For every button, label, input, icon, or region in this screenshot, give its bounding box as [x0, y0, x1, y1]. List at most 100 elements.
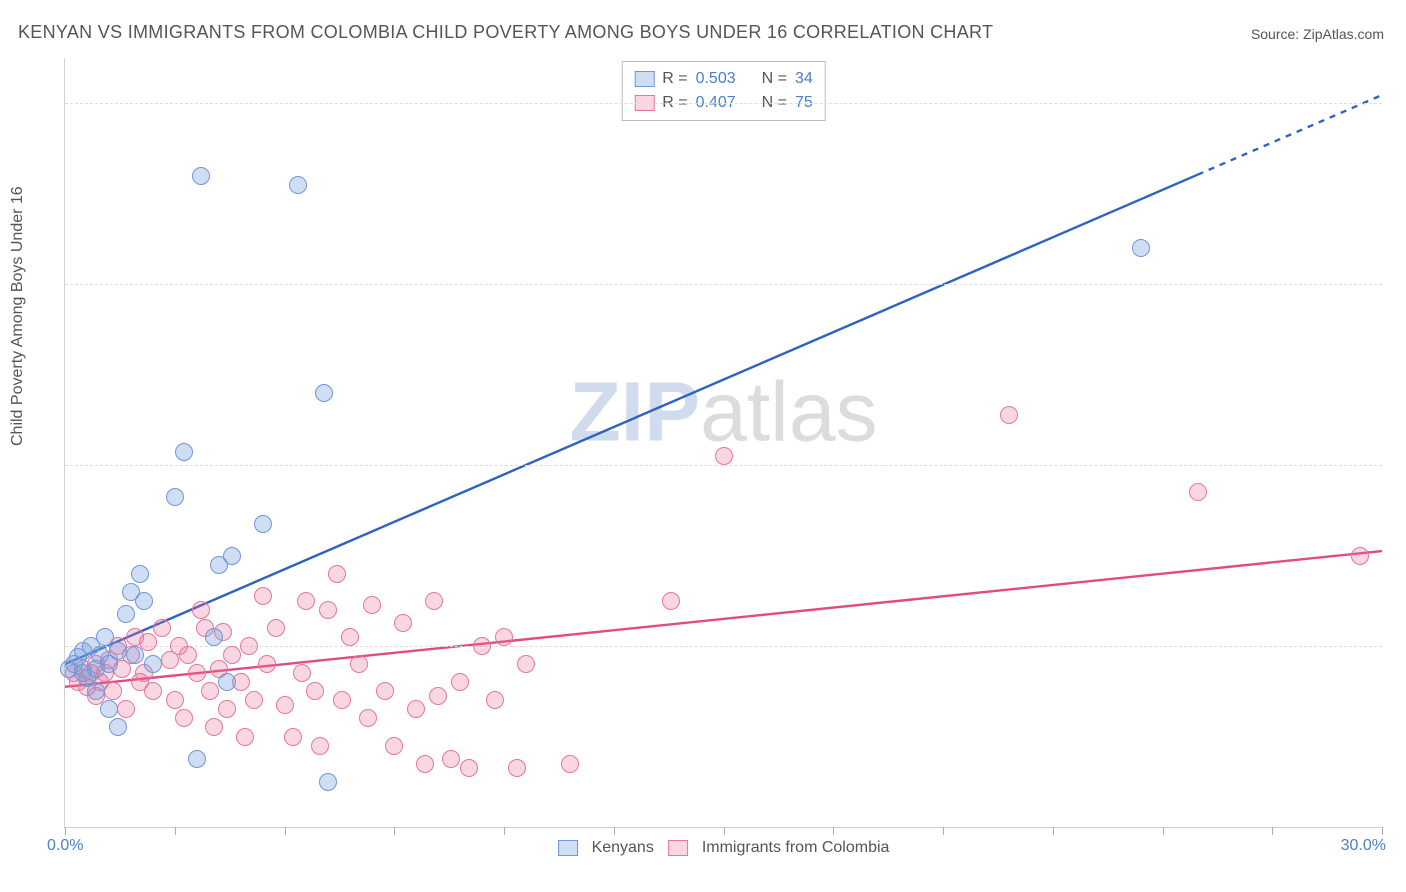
- scatter-point-colombia: [376, 682, 394, 700]
- scatter-point-colombia: [192, 601, 210, 619]
- stat-r-label: R =: [662, 67, 687, 91]
- scatter-point-kenyans: [205, 628, 223, 646]
- scatter-point-kenyans: [188, 750, 206, 768]
- scatter-point-colombia: [153, 619, 171, 637]
- scatter-point-colombia: [319, 601, 337, 619]
- scatter-point-kenyans: [192, 167, 210, 185]
- scatter-point-kenyans: [289, 176, 307, 194]
- scatter-point-colombia: [223, 646, 241, 664]
- chart-title: KENYAN VS IMMIGRANTS FROM COLOMBIA CHILD…: [18, 22, 993, 43]
- scatter-point-colombia: [254, 587, 272, 605]
- x-minor-tick: [1272, 827, 1273, 835]
- swatch-kenyans: [634, 71, 654, 87]
- scatter-point-colombia: [473, 637, 491, 655]
- x-minor-tick: [1382, 827, 1383, 835]
- scatter-point-colombia: [451, 673, 469, 691]
- scatter-point-kenyans: [126, 646, 144, 664]
- swatch-colombia: [668, 840, 688, 856]
- scatter-point-kenyans: [1132, 239, 1150, 257]
- scatter-point-kenyans: [319, 773, 337, 791]
- watermark-light: atlas: [700, 364, 877, 458]
- trend-line: [65, 175, 1198, 664]
- scatter-point-colombia: [363, 596, 381, 614]
- scatter-point-kenyans: [109, 718, 127, 736]
- gridline-h: [65, 646, 1382, 647]
- scatter-point-colombia: [188, 664, 206, 682]
- source-link[interactable]: ZipAtlas.com: [1303, 26, 1384, 42]
- watermark: ZIPatlas: [569, 363, 877, 460]
- x-minor-tick: [65, 827, 66, 835]
- scatter-point-colombia: [460, 759, 478, 777]
- scatter-point-colombia: [117, 700, 135, 718]
- gridline-h: [65, 103, 1382, 104]
- scatter-point-kenyans: [315, 384, 333, 402]
- legend-row-kenyans: R = 0.503 N = 34: [634, 67, 813, 91]
- scatter-point-kenyans: [131, 565, 149, 583]
- scatter-point-colombia: [240, 637, 258, 655]
- source-prefix: Source:: [1251, 26, 1303, 42]
- scatter-point-colombia: [416, 755, 434, 773]
- correlation-legend: R = 0.503 N = 34 R = 0.407 N = 75: [621, 61, 826, 121]
- scatter-point-colombia: [201, 682, 219, 700]
- scatter-point-kenyans: [254, 515, 272, 533]
- scatter-point-colombia: [179, 646, 197, 664]
- scatter-point-colombia: [1351, 547, 1369, 565]
- x-tick-start: 0.0%: [47, 837, 83, 855]
- x-minor-tick: [614, 827, 615, 835]
- swatch-kenyans: [558, 840, 578, 856]
- x-minor-tick: [504, 827, 505, 835]
- scatter-point-colombia: [144, 682, 162, 700]
- scatter-point-colombia: [341, 628, 359, 646]
- y-axis-label: Child Poverty Among Boys Under 16: [9, 186, 27, 446]
- x-minor-tick: [724, 827, 725, 835]
- stat-n-kenyans: 34: [795, 67, 813, 91]
- scatter-point-colombia: [442, 750, 460, 768]
- scatter-point-colombia: [333, 691, 351, 709]
- scatter-point-colombia: [205, 718, 223, 736]
- trend-line: [1198, 95, 1382, 175]
- scatter-point-kenyans: [175, 443, 193, 461]
- source-citation: Source: ZipAtlas.com: [1251, 26, 1384, 42]
- trend-lines: [65, 58, 1382, 827]
- x-minor-tick: [285, 827, 286, 835]
- scatter-point-colombia: [394, 614, 412, 632]
- scatter-point-kenyans: [144, 655, 162, 673]
- scatter-point-colombia: [517, 655, 535, 673]
- scatter-point-kenyans: [135, 592, 153, 610]
- scatter-point-colombia: [104, 682, 122, 700]
- scatter-point-colombia: [218, 700, 236, 718]
- scatter-point-colombia: [508, 759, 526, 777]
- scatter-point-colombia: [359, 709, 377, 727]
- scatter-point-colombia: [166, 691, 184, 709]
- scatter-point-colombia: [267, 619, 285, 637]
- stat-r-kenyans: 0.503: [696, 67, 736, 91]
- scatter-point-colombia: [385, 737, 403, 755]
- scatter-point-colombia: [311, 737, 329, 755]
- scatter-point-kenyans: [166, 488, 184, 506]
- scatter-point-kenyans: [117, 605, 135, 623]
- scatter-point-colombia: [276, 696, 294, 714]
- scatter-point-colombia: [486, 691, 504, 709]
- series-label-colombia: Immigrants from Colombia: [702, 839, 890, 857]
- scatter-point-kenyans: [223, 547, 241, 565]
- x-minor-tick: [1053, 827, 1054, 835]
- x-minor-tick: [833, 827, 834, 835]
- x-tick-end: 30.0%: [1341, 837, 1386, 855]
- gridline-h: [65, 284, 1382, 285]
- scatter-point-colombia: [297, 592, 315, 610]
- scatter-point-kenyans: [100, 700, 118, 718]
- scatter-point-colombia: [425, 592, 443, 610]
- plot-area: ZIPatlas R = 0.503 N = 34 R = 0.407 N = …: [64, 58, 1382, 828]
- series-label-kenyans: Kenyans: [592, 839, 654, 857]
- scatter-point-colombia: [350, 655, 368, 673]
- scatter-point-colombia: [258, 655, 276, 673]
- watermark-bold: ZIP: [569, 364, 700, 458]
- scatter-point-colombia: [429, 687, 447, 705]
- scatter-point-kenyans: [218, 673, 236, 691]
- scatter-point-colombia: [715, 447, 733, 465]
- scatter-point-colombia: [284, 728, 302, 746]
- scatter-point-colombia: [662, 592, 680, 610]
- scatter-point-colombia: [245, 691, 263, 709]
- scatter-point-colombia: [139, 633, 157, 651]
- scatter-point-colombia: [306, 682, 324, 700]
